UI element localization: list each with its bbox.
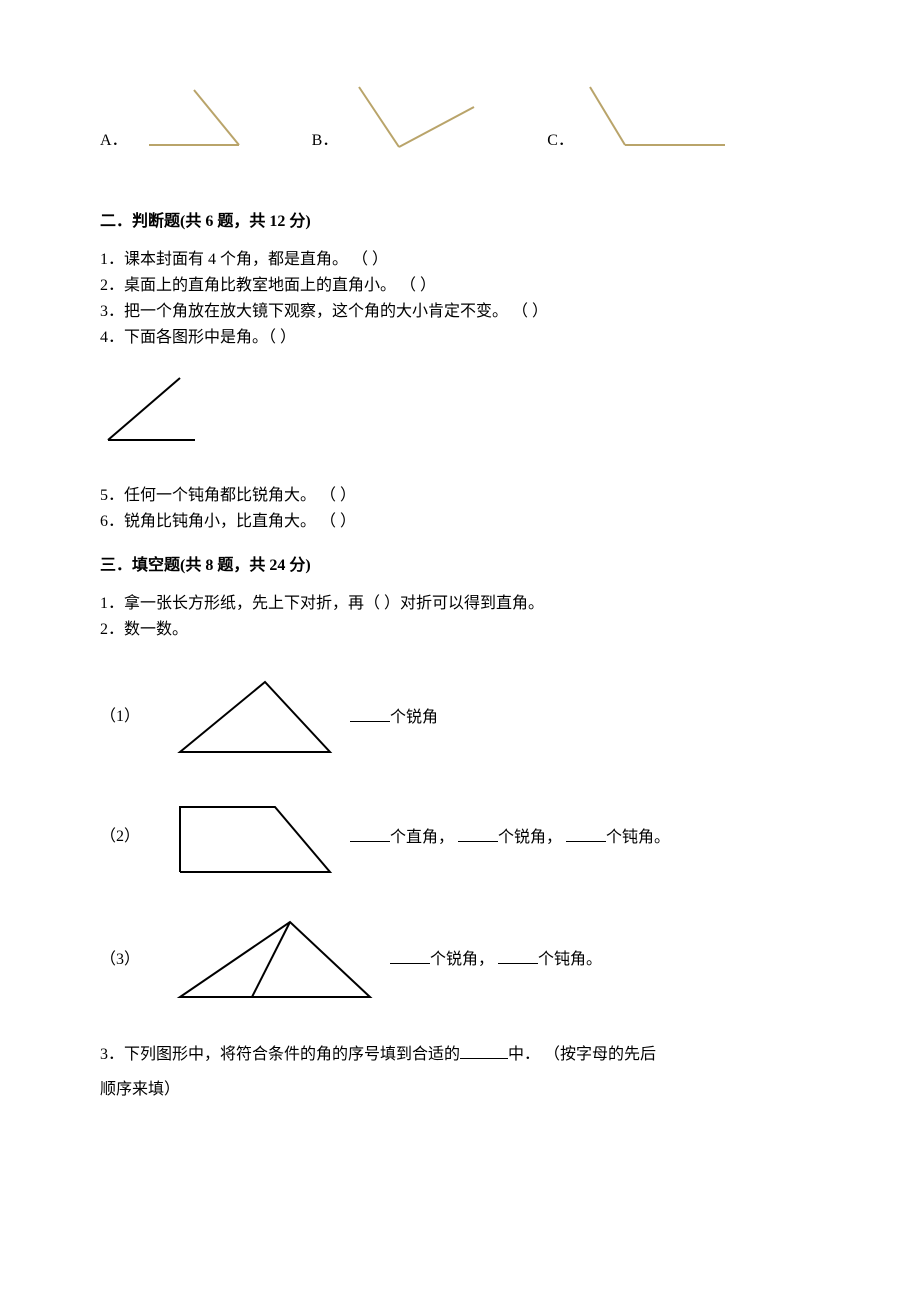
s3-q1: 1．拿一张长方形纸，先上下对折，再（ ）对折可以得到直角。	[100, 592, 820, 616]
s3-sub3-b: 个钝角。	[538, 951, 602, 968]
section3-title: 三．填空题(共 8 题，共 24 分)	[100, 554, 820, 578]
s3-sub2-c: 个钝角。	[606, 829, 670, 846]
angle-a-svg	[134, 85, 264, 155]
angle-c-svg	[580, 85, 730, 155]
blank	[498, 947, 538, 964]
s3-q3-b: 中． （按字母的先后	[508, 1046, 656, 1063]
s3-sub3-row: （3） 个锐角， 个钝角。	[100, 912, 820, 1007]
mc-option-c: C．	[547, 85, 730, 155]
s3-sub2-b: 个锐角，	[498, 829, 562, 846]
blank	[458, 825, 498, 842]
quadrilateral-svg	[170, 792, 340, 882]
mc-option-a: A．	[100, 85, 264, 155]
s3-sub3-num: （3）	[100, 948, 170, 972]
s2-q1: 1．课本封面有 4 个角，都是直角。 （ ）	[100, 248, 820, 272]
blank	[390, 947, 430, 964]
s2-q4: 4．下面各图形中是角。（ ）	[100, 326, 820, 350]
s3-sub2-num: （2）	[100, 825, 170, 849]
s3-sub2-a: 个直角，	[390, 829, 454, 846]
s2-q4-figure	[100, 368, 820, 456]
blank	[566, 825, 606, 842]
blank	[460, 1042, 508, 1059]
s2-q2: 2．桌面上的直角比教室地面上的直角小。 （ ）	[100, 274, 820, 298]
s3-sub1-text: 个锐角	[350, 705, 438, 730]
blank	[350, 705, 390, 722]
mc-label-a: A．	[100, 129, 128, 155]
triangle2-svg	[170, 912, 380, 1007]
s3-q3: 3．下列图形中，将符合条件的角的序号填到合适的 中． （按字母的先后 顺序来填）	[100, 1037, 820, 1107]
s3-sub1-a: 个锐角	[390, 709, 438, 726]
s3-sub1-row: （1） 个锐角	[100, 672, 820, 762]
section2-title: 二．判断题(共 6 题，共 12 分)	[100, 210, 820, 234]
triangle1-svg	[170, 672, 340, 762]
s3-q3-a: 3．下列图形中，将符合条件的角的序号填到合适的	[100, 1046, 460, 1063]
angle-b-svg	[344, 85, 484, 155]
s3-sub3-text: 个锐角， 个钝角。	[390, 947, 602, 972]
blank	[350, 825, 390, 842]
mc-label-b: B．	[312, 129, 339, 155]
s3-q3-c: 顺序来填）	[100, 1081, 180, 1098]
s3-sub2-text: 个直角， 个锐角， 个钝角。	[350, 825, 670, 850]
s2-q6: 6．锐角比钝角小，比直角大。 （ ）	[100, 510, 820, 534]
s3-sub2-row: （2） 个直角， 个锐角， 个钝角。	[100, 792, 820, 882]
s3-sub3-a: 个锐角，	[430, 951, 494, 968]
mc-label-c: C．	[547, 129, 574, 155]
s2-q5: 5．任何一个钝角都比锐角大。 （ ）	[100, 484, 820, 508]
mc-options-row: A． B． C．	[100, 85, 820, 155]
s3-sub1-num: （1）	[100, 705, 170, 729]
angle-figure-svg	[100, 368, 210, 448]
mc-option-b: B．	[312, 85, 485, 155]
s2-q3: 3．把一个角放在放大镜下观察，这个角的大小肯定不变。 （ ）	[100, 300, 820, 324]
s3-q2: 2．数一数。	[100, 618, 820, 642]
